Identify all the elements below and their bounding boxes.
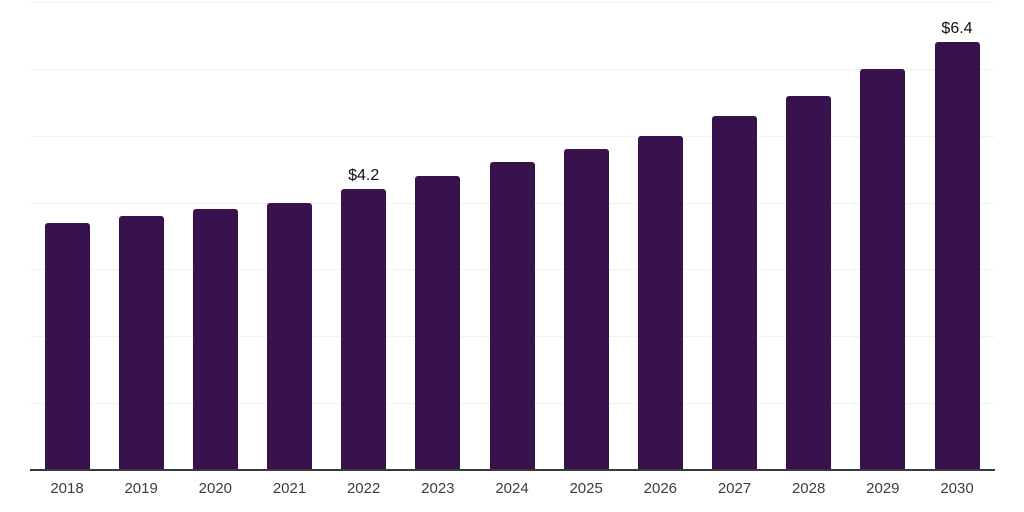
bar-2025 [563, 149, 609, 470]
bar-2029 [860, 68, 906, 470]
x-tick-label-2022: 2022 [346, 480, 381, 497]
x-axis-line [30, 469, 995, 471]
bar-2022 [341, 189, 387, 470]
bar-value-label-2030: $6.4 [941, 20, 973, 38]
x-tick-label-2025: 2025 [569, 480, 603, 497]
x-tick-label-2029: 2029 [866, 480, 900, 497]
bar-2027 [712, 115, 757, 470]
bar-2030 [934, 42, 980, 470]
bar-2021 [267, 202, 312, 470]
bar-2024 [489, 162, 535, 470]
bar-2026 [637, 135, 683, 470]
plot-area: $4.2 $6.4 [30, 2, 995, 471]
x-tick-label-2024: 2024 [495, 480, 529, 497]
x-tick-label-2018: 2018 [50, 480, 84, 497]
gridline-y-5 [30, 135, 995, 137]
x-tick-label-2028: 2028 [791, 480, 826, 497]
x-tick-label-2019: 2019 [124, 480, 158, 497]
bar-2023 [415, 175, 461, 470]
bar-2019 [118, 215, 164, 470]
x-tick-label-2020: 2020 [198, 480, 233, 497]
x-tick-label-2027: 2027 [717, 480, 752, 497]
x-tick-label-2026: 2026 [643, 480, 678, 497]
x-tick-label-2021: 2021 [272, 480, 307, 497]
bar-2018 [44, 222, 90, 470]
bar-value-label-2022: $4.2 [348, 167, 380, 185]
bar-2028 [786, 95, 832, 470]
bar-2020 [192, 209, 238, 470]
gridline-y-7 [30, 2, 995, 3]
x-tick-label-2023: 2023 [421, 480, 455, 497]
x-tick-label-2030: 2030 [940, 480, 974, 497]
gridline-y-6 [30, 68, 995, 70]
